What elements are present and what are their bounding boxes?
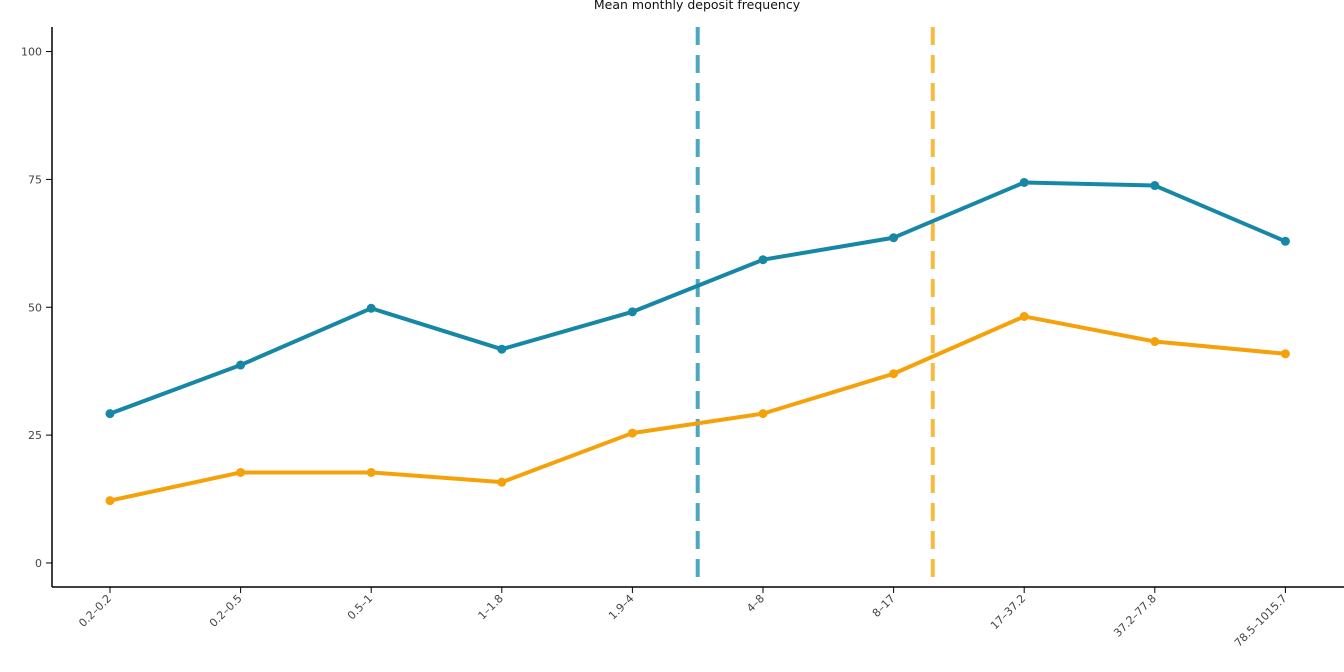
series-2-point: [366, 467, 376, 477]
series-1-point: [236, 360, 246, 370]
reference-lines: [695, 27, 935, 587]
x-tick-label: 17–37.2: [988, 592, 1028, 632]
series-1-point: [366, 303, 376, 313]
x-tick-label: 0.2–0.5: [207, 592, 245, 630]
series-2-point: [1280, 349, 1290, 359]
series-2-point: [758, 409, 768, 419]
series-1-point: [1150, 181, 1160, 191]
y-tick-label: 0: [35, 557, 42, 570]
series-2-point: [497, 477, 507, 487]
x-tick-label: 37.2–77.8: [1111, 592, 1159, 640]
series-2-point: [105, 496, 115, 506]
series-group: [105, 177, 1290, 506]
y-tick-label: 75: [28, 173, 42, 186]
chart-title: Mean monthly deposit frequency: [594, 0, 801, 12]
series-1-point: [758, 255, 768, 265]
series-1-point: [1280, 236, 1290, 246]
series-2-point: [1150, 337, 1160, 347]
series-2-point: [236, 467, 246, 477]
series-1-point: [627, 307, 637, 317]
y-tick-label: 25: [28, 429, 42, 442]
series-2-line: [109, 314, 1286, 503]
series-1-point: [497, 344, 507, 354]
series-2-point: [627, 428, 637, 438]
x-tick-label: 1.9–4: [606, 592, 636, 622]
x-tick-label: 8–17: [870, 592, 898, 620]
x-tick-label: 4–8: [744, 592, 767, 615]
series-1-point: [1019, 177, 1029, 187]
x-tick-label: 0.5–1: [345, 592, 375, 622]
series-2-point: [889, 369, 899, 379]
x-tick-label: 1–1.8: [476, 592, 506, 622]
series-1-point: [889, 233, 899, 243]
series-1-point: [105, 409, 115, 419]
series-2-point: [1019, 311, 1029, 321]
x-tick-label: 78.5–1015.7: [1232, 592, 1290, 650]
series-1-line: [109, 180, 1287, 416]
x-tick-label: 0.2–0.2: [76, 592, 114, 630]
y-tick-label: 50: [28, 301, 42, 314]
y-tick-label: 100: [21, 46, 42, 59]
